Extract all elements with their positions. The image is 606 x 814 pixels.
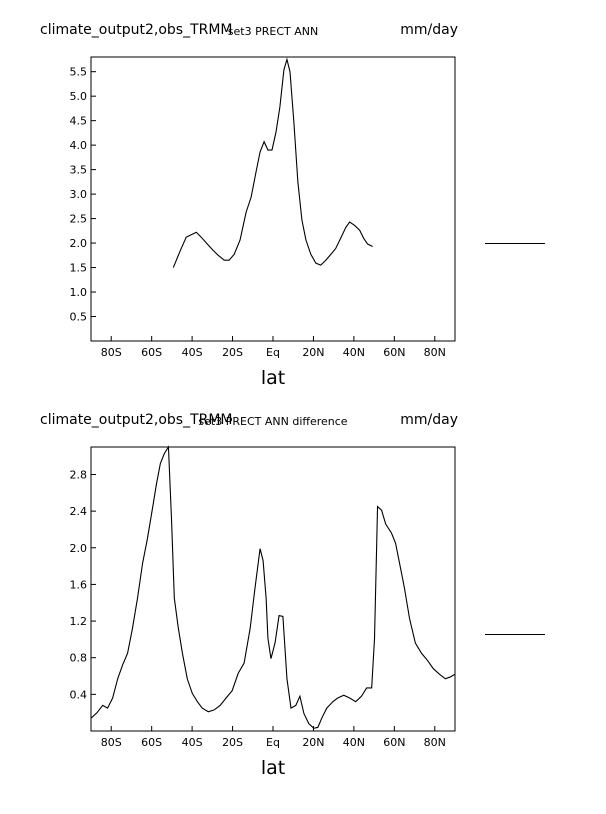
- y-tick-label: 2.5: [70, 213, 88, 226]
- x-tick-label: 80S: [101, 736, 122, 749]
- x-tick-label: 60N: [383, 346, 405, 359]
- y-tick-label: 0.8: [70, 652, 88, 665]
- data-line: [172, 57, 373, 268]
- x-tick-label: 60S: [141, 736, 162, 749]
- x-tick-label: 60N: [383, 736, 405, 749]
- y-tick-label: 5.5: [70, 66, 88, 79]
- y-tick-label: 1.2: [70, 615, 88, 628]
- y-tick-label: 3.5: [70, 164, 88, 177]
- units-label: mm/day: [400, 412, 458, 428]
- y-tick-label: 4.0: [70, 139, 88, 152]
- y-tick-label: 2.0: [70, 237, 88, 250]
- plot-frame: [90, 446, 456, 732]
- x-tick-label: 40S: [182, 346, 203, 359]
- y-tick-label: 5.0: [70, 90, 88, 103]
- chart-subtitle: set3 PRECT ANN difference: [198, 415, 347, 428]
- x-tick-label: 20N: [302, 736, 324, 749]
- y-tick-label: 2.0: [70, 542, 88, 555]
- plot-frame: [90, 56, 456, 342]
- x-tick-label: 20S: [222, 736, 243, 749]
- x-tick-label: 80S: [101, 346, 122, 359]
- y-tick-label: 1.6: [70, 578, 88, 591]
- y-tick-label: 2.8: [70, 468, 88, 481]
- x-tick-label: 40S: [182, 736, 203, 749]
- chart-title: climate_output2,obs_TRMM: [40, 22, 233, 38]
- y-tick-label: 1.0: [70, 286, 88, 299]
- y-tick-label: 1.5: [70, 262, 88, 275]
- x-tick-label: Eq: [266, 736, 280, 749]
- x-tick-label: 80N: [424, 736, 446, 749]
- x-axis-label: lat: [261, 367, 285, 389]
- x-tick-label: 20S: [222, 346, 243, 359]
- y-tick-label: 0.5: [70, 311, 88, 324]
- y-tick-label: 4.5: [70, 115, 88, 128]
- data-line: [90, 445, 456, 729]
- chart-subtitle: set3 PRECT ANN: [228, 25, 318, 38]
- x-tick-label: 80N: [424, 346, 446, 359]
- x-axis-label: lat: [261, 757, 285, 779]
- y-tick-label: 0.4: [70, 688, 88, 701]
- units-label: mm/day: [400, 22, 458, 38]
- x-tick-label: 40N: [343, 346, 365, 359]
- x-tick-label: 40N: [343, 736, 365, 749]
- x-tick-label: 60S: [141, 346, 162, 359]
- y-tick-label: 2.4: [70, 505, 88, 518]
- chart-title: climate_output2,obs_TRMM: [40, 412, 233, 428]
- x-tick-label: 20N: [302, 346, 324, 359]
- x-tick-label: Eq: [266, 346, 280, 359]
- y-tick-label: 3.0: [70, 188, 88, 201]
